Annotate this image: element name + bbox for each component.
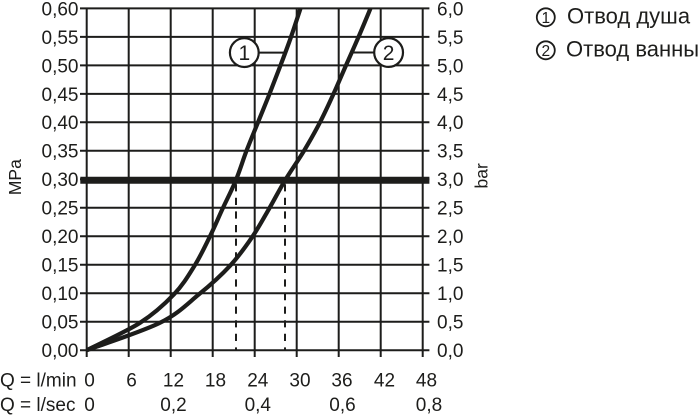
- svg-text:0,30: 0,30: [42, 170, 79, 191]
- svg-text:12: 12: [163, 370, 184, 391]
- svg-text:0: 0: [84, 395, 95, 416]
- svg-text:0,6: 0,6: [329, 395, 355, 416]
- svg-text:48: 48: [416, 370, 437, 391]
- svg-text:6: 6: [126, 370, 137, 391]
- svg-text:0,5: 0,5: [437, 313, 463, 334]
- svg-text:0,15: 0,15: [42, 256, 79, 277]
- svg-text:30: 30: [289, 370, 310, 391]
- svg-text:3,0: 3,0: [437, 170, 463, 191]
- svg-text:36: 36: [331, 370, 352, 391]
- svg-text:0,60: 0,60: [42, 0, 79, 20]
- svg-text:MPa: MPa: [5, 159, 25, 195]
- svg-text:2,0: 2,0: [437, 227, 463, 248]
- svg-text:Q = l/min: Q = l/min: [0, 370, 77, 391]
- svg-text:Q = l/sec: Q = l/sec: [0, 395, 76, 416]
- svg-text:0,10: 0,10: [42, 284, 79, 305]
- svg-text:bar: bar: [472, 163, 492, 188]
- svg-text:0,00: 0,00: [42, 341, 79, 362]
- svg-text:5,0: 5,0: [437, 56, 463, 77]
- svg-text:0,25: 0,25: [42, 199, 79, 220]
- svg-text:42: 42: [374, 370, 395, 391]
- svg-text:3,5: 3,5: [437, 142, 463, 163]
- svg-text:2: 2: [541, 43, 550, 60]
- svg-text:0,2: 0,2: [160, 395, 186, 416]
- svg-text:0,05: 0,05: [42, 313, 79, 334]
- svg-text:1: 1: [541, 10, 550, 27]
- svg-text:2,5: 2,5: [437, 199, 463, 220]
- svg-text:0: 0: [84, 370, 95, 391]
- svg-text:2: 2: [383, 42, 395, 65]
- svg-text:0,55: 0,55: [42, 28, 79, 49]
- svg-text:4,0: 4,0: [437, 113, 463, 134]
- svg-text:0,8: 0,8: [416, 395, 442, 416]
- svg-text:1,5: 1,5: [437, 256, 463, 277]
- svg-text:0,50: 0,50: [42, 56, 79, 77]
- svg-text:Отвод душа: Отвод душа: [567, 3, 691, 28]
- svg-text:0,35: 0,35: [42, 142, 79, 163]
- svg-text:0,45: 0,45: [42, 85, 79, 106]
- svg-text:0,4: 0,4: [245, 395, 272, 416]
- svg-text:5,5: 5,5: [437, 28, 463, 49]
- svg-text:1,0: 1,0: [437, 284, 463, 305]
- svg-text:0,0: 0,0: [437, 341, 463, 362]
- svg-text:0,40: 0,40: [42, 113, 79, 134]
- svg-text:0,20: 0,20: [42, 227, 79, 248]
- svg-text:Отвод ванны: Отвод ванны: [566, 36, 699, 61]
- svg-text:1: 1: [238, 42, 250, 65]
- svg-text:24: 24: [247, 370, 269, 391]
- svg-text:6,0: 6,0: [437, 0, 463, 20]
- svg-text:4,5: 4,5: [437, 85, 463, 106]
- svg-text:18: 18: [205, 370, 226, 391]
